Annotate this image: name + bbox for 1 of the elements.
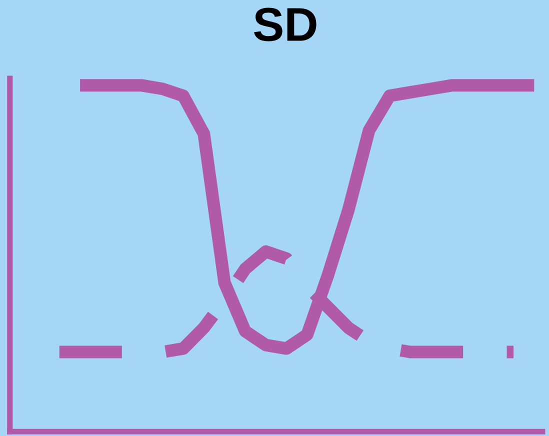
chart-title: SD	[254, 8, 316, 42]
